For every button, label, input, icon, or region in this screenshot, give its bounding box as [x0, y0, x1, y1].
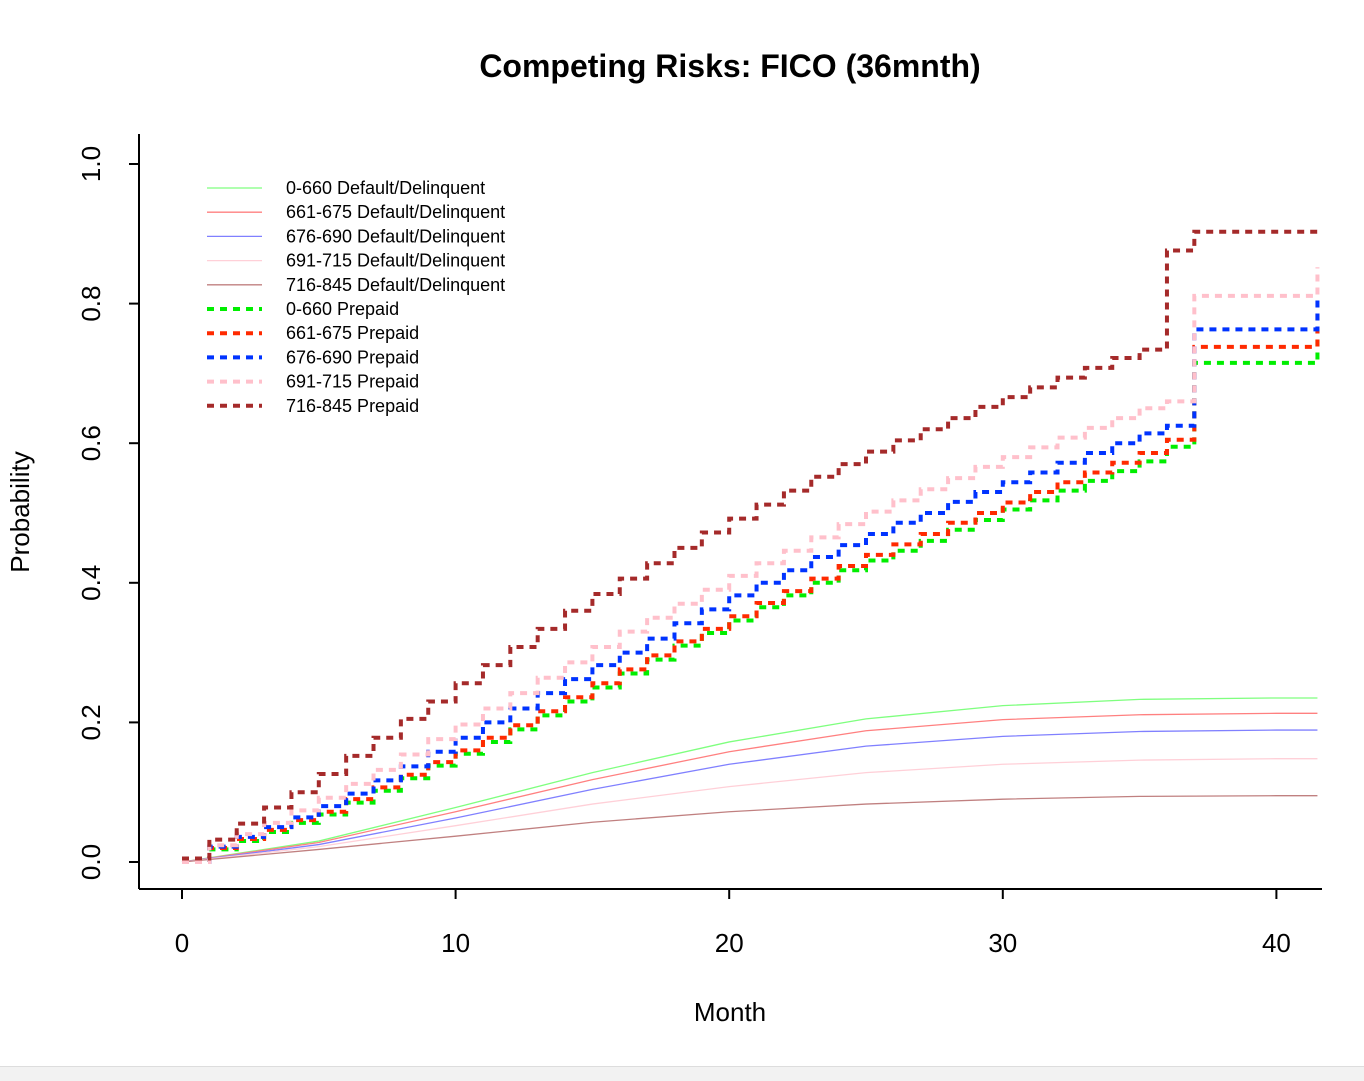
chart-title: Competing Risks: FICO (36mnth): [479, 48, 980, 84]
legend-label: 0-660 Prepaid: [286, 299, 399, 319]
legend-label: 716-845 Prepaid: [286, 396, 419, 416]
series-layer: [181, 229, 1320, 864]
y-axis-label: Probability: [5, 451, 35, 572]
x-tick-label: 20: [715, 928, 744, 958]
legend-label: 691-715 Default/Delinquent: [286, 251, 505, 271]
legend-label: 676-690 Prepaid: [286, 347, 419, 367]
x-tick-label: 40: [1262, 928, 1291, 958]
series-line-8: [182, 267, 1320, 864]
legend-label: 716-845 Default/Delinquent: [286, 275, 505, 295]
series-line-0: [181, 697, 1318, 863]
legend-label: 661-675 Default/Delinquent: [286, 202, 505, 222]
y-tick-label: 0.0: [76, 844, 106, 880]
x-tick-label: 0: [175, 928, 189, 958]
y-tick-label: 0.6: [76, 425, 106, 461]
status-bar: [0, 1066, 1364, 1081]
series-line-3: [181, 758, 1318, 863]
series-line-4: [181, 795, 1318, 863]
legend: 0-660 Default/Delinquent 661-675 Default/…: [207, 178, 505, 416]
legend-label: 691-715 Prepaid: [286, 372, 419, 392]
x-axis-label: Month: [694, 997, 766, 1027]
series-line-2: [181, 729, 1318, 863]
x-tick-label: 10: [441, 928, 470, 958]
series-line-7: [182, 298, 1320, 864]
y-tick-label: 1.0: [76, 146, 106, 182]
series-line-1: [181, 712, 1318, 863]
axes: [138, 134, 1322, 890]
legend-label: 676-690 Default/Delinquent: [286, 226, 505, 246]
legend-label: 661-675 Prepaid: [286, 323, 419, 343]
legend-label: 0-660 Default/Delinquent: [286, 178, 485, 198]
y-tick-label: 0.8: [76, 286, 106, 322]
y-ticks: 0.0 0.2 0.4 0.6 0.8 1.0: [76, 146, 139, 880]
series-line-5: [182, 330, 1320, 864]
series-line-9: [182, 229, 1320, 861]
x-ticks: 0 10 20 30 40: [175, 889, 1291, 958]
series-line-6: [182, 313, 1320, 864]
y-tick-label: 0.4: [76, 565, 106, 601]
x-tick-label: 30: [988, 928, 1017, 958]
y-tick-label: 0.2: [76, 704, 106, 740]
